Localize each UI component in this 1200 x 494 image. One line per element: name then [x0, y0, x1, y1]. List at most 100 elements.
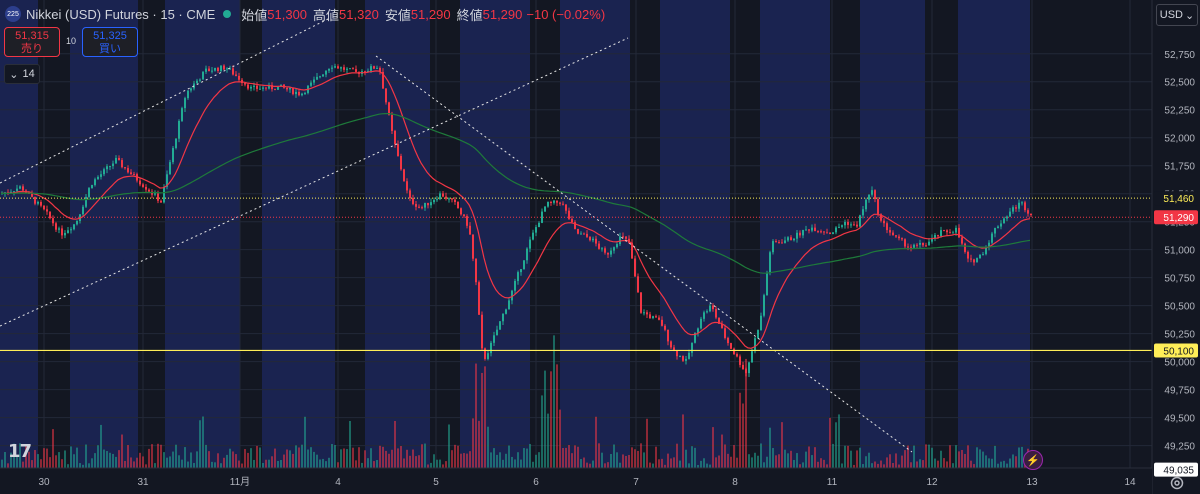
volume-bar: [523, 448, 525, 468]
candle-body: [715, 309, 717, 318]
volume-bar: [181, 459, 183, 468]
candle-body: [292, 87, 294, 95]
volume-bar: [568, 445, 570, 468]
volume-bar: [982, 451, 984, 468]
trendlines[interactable]: [0, 17, 913, 453]
candle-body: [331, 67, 333, 69]
candle-body: [304, 92, 306, 94]
candle-body: [190, 88, 192, 91]
candle-body: [757, 330, 759, 339]
volume-bar: [601, 452, 603, 468]
buy-button[interactable]: 51,325 買い: [82, 27, 138, 57]
session-band: [365, 0, 430, 468]
chevron-down-icon: ⌄: [9, 68, 19, 81]
candle-body: [373, 66, 375, 69]
volume-bar: [310, 447, 312, 468]
volume-bar: [361, 462, 363, 468]
time-axis-bg: [0, 468, 1152, 494]
session-bands: [0, 0, 1030, 468]
sell-button[interactable]: 51,315 売り: [4, 27, 60, 57]
volume-bar: [847, 445, 849, 468]
volume-bar: [916, 461, 918, 468]
volume-bar: [901, 455, 903, 468]
price-tick-label: 50,750: [1164, 274, 1195, 285]
candle-body: [739, 356, 741, 365]
volume-bar: [22, 461, 24, 468]
symbol-title[interactable]: Nikkei (USD) Futures · 15 · CME: [26, 6, 216, 22]
indicator-toggle[interactable]: ⌄ 14: [4, 64, 40, 84]
volume-bar: [802, 462, 804, 468]
candle-body: [613, 247, 615, 251]
candle-body: [880, 214, 882, 221]
candle-body: [526, 248, 528, 261]
candle-body: [595, 238, 597, 244]
candle-body: [370, 66, 372, 71]
support-price-label-bg: [1154, 343, 1198, 358]
candle-body: [421, 207, 423, 209]
volume-bar: [154, 463, 156, 468]
candle-body: [604, 248, 606, 253]
candle-body: [721, 323, 723, 329]
candle-body: [166, 174, 168, 187]
candle-body: [289, 87, 291, 90]
volume-bar: [1006, 463, 1008, 468]
session-band: [760, 0, 830, 468]
candle-body: [541, 211, 543, 223]
volume-bar: [544, 370, 546, 468]
price-axis[interactable]: 52,75052,50052,25052,00051,75051,50051,2…: [1151, 0, 1200, 494]
volume-bar: [97, 445, 99, 468]
candle-body: [625, 236, 627, 239]
candle-body: [637, 276, 639, 293]
currency-button[interactable]: USD ⌄: [1156, 4, 1198, 26]
candle-body: [175, 138, 177, 149]
volume-bar: [898, 464, 900, 468]
candle-body: [601, 248, 603, 250]
volume-bar: [697, 464, 699, 468]
candle-body: [280, 84, 282, 87]
price-tick-label: 51,750: [1164, 162, 1195, 173]
volume-bar: [127, 445, 129, 468]
candle-body: [430, 202, 432, 206]
volume-bar: [922, 460, 924, 468]
candle-body: [1006, 216, 1008, 219]
ma-fast-line: [0, 70, 1031, 349]
candle-body: [514, 280, 516, 291]
volume-bar: [40, 459, 42, 468]
volume-bar: [616, 452, 618, 468]
volume-bar: [952, 463, 954, 468]
volume-bar: [865, 456, 867, 468]
candle-body: [406, 181, 408, 191]
candle-body: [439, 193, 441, 200]
candle-body: [634, 258, 636, 277]
volume-bar: [973, 464, 975, 468]
volume-bar: [658, 459, 660, 468]
tradingview-logo-icon[interactable]: 17: [8, 441, 32, 462]
volume-bar: [214, 462, 216, 468]
volume-bar: [808, 446, 810, 468]
candle-body: [229, 68, 231, 70]
candle-body: [646, 312, 648, 315]
flash-icon[interactable]: ⚡: [1023, 450, 1043, 470]
volume-bar: [988, 458, 990, 468]
volume-bar: [235, 454, 237, 468]
ohlc-change-value: −10 (−0.02%): [526, 6, 606, 22]
settings-gear-icon[interactable]: [1168, 474, 1186, 492]
candle-body: [820, 231, 822, 233]
candle-body: [895, 235, 897, 237]
candle-body: [64, 232, 66, 236]
candle-body: [334, 66, 336, 68]
candle-body: [676, 350, 678, 357]
candle-body: [412, 198, 414, 205]
volume-bar: [313, 451, 315, 468]
volume-bar: [529, 443, 531, 468]
candle-body: [784, 240, 786, 243]
time-axis[interactable]: 30 31 11月 4 5 6 7 8 11 12 13 14: [0, 467, 1152, 494]
candle-body: [265, 87, 267, 89]
volume-bar: [940, 450, 942, 468]
candle-body: [766, 273, 768, 296]
volume-bar: [460, 453, 462, 468]
symbol-badge-icon[interactable]: 225: [5, 6, 21, 22]
candle-body: [697, 328, 699, 333]
volume-bar: [109, 452, 111, 468]
